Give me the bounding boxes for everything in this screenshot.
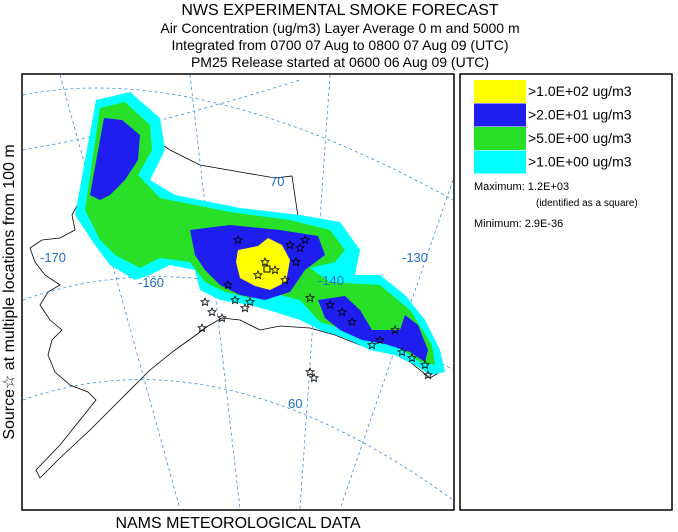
graticule-label: 70 — [270, 174, 284, 189]
graticule-label: 60 — [288, 396, 302, 411]
subtitle-line: Integrated from 0700 07 Aug to 0800 07 A… — [172, 37, 509, 53]
legend-swatch — [474, 150, 526, 174]
maximum-marker — [263, 265, 271, 273]
minimum: Minimum: 2.9E-36 — [474, 218, 563, 230]
maximum-note: (identified as a square) — [536, 198, 638, 209]
legend-swatch — [474, 127, 526, 150]
legend-swatch — [474, 80, 526, 103]
legend-label: >1.0E+02 ug/m3 — [528, 83, 632, 99]
graticule-label: -170 — [40, 250, 66, 265]
graticule-label: -130 — [402, 250, 428, 265]
side-label: Source☆ at multiple locations from 100 m — [1, 144, 18, 439]
graticule-label: -140 — [318, 273, 344, 288]
legend: Maximum: 1.2E+03 (identified as a square… — [459, 73, 673, 511]
plume-region — [90, 118, 428, 362]
subtitle-line: Air Concentration (ug/m3) Layer Average … — [160, 20, 519, 36]
legend-label: >2.0E+01 ug/m3 — [528, 107, 632, 123]
maximum: Maximum: 1.2E+03 — [474, 181, 569, 193]
map: 70 -170 -160 -140 -130 60 — [21, 73, 455, 511]
legend-label: >5.0E+00 ug/m3 — [528, 130, 632, 146]
legend-label: >1.0E+00 ug/m3 — [528, 154, 632, 170]
legend-frame — [459, 73, 673, 511]
legend-swatch — [474, 103, 526, 127]
footer: NAMS METEOROLOGICAL DATA — [115, 515, 360, 532]
graticule-label: -160 — [138, 275, 164, 290]
subtitle-line: PM25 Release started at 0600 06 Aug 09 (… — [191, 54, 489, 70]
map-frame — [21, 73, 455, 511]
title: NWS EXPERIMENTAL SMOKE FORECAST — [181, 2, 499, 19]
